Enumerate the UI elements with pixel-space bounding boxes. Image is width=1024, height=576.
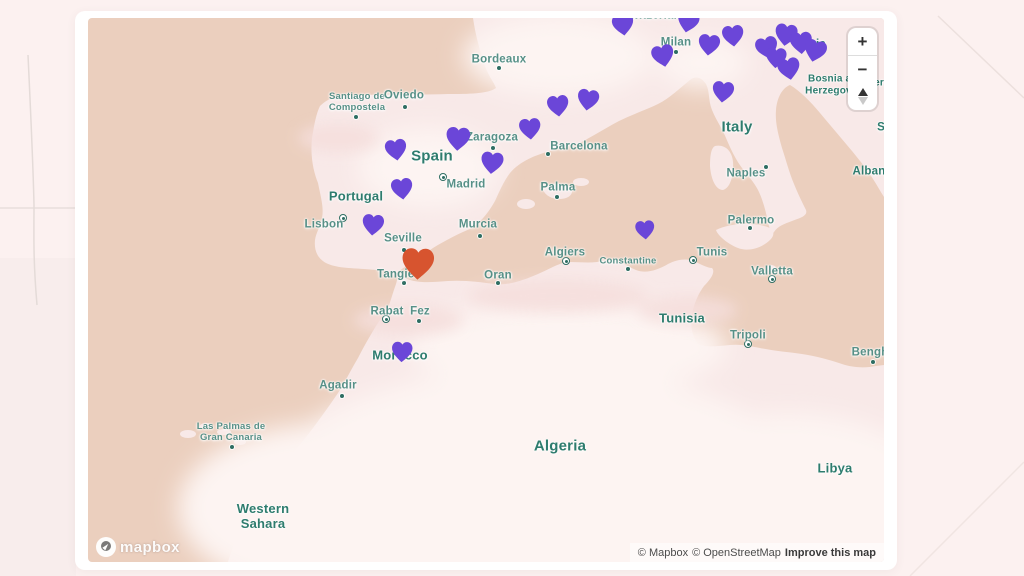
city-dot-marker bbox=[354, 115, 358, 119]
map[interactable]: SwitzerlandSpainPortugalItalyBosnia and … bbox=[88, 18, 884, 562]
mapbox-wordmark: mapbox bbox=[120, 538, 180, 556]
improve-map-link[interactable]: Improve this map bbox=[784, 546, 876, 559]
city-dot-marker bbox=[496, 281, 500, 285]
compass-north-icon bbox=[857, 88, 868, 96]
capital-city-marker bbox=[689, 256, 697, 264]
compass-south-icon bbox=[857, 97, 868, 105]
city-dot-marker bbox=[340, 394, 344, 398]
map-card: SwitzerlandSpainPortugalItalyBosnia and … bbox=[75, 11, 897, 570]
city-dot-marker bbox=[403, 105, 407, 109]
capital-city-marker bbox=[562, 257, 570, 265]
heart-marker[interactable] bbox=[798, 34, 832, 69]
city-dot-marker bbox=[764, 165, 768, 169]
city-dot-marker bbox=[674, 50, 678, 54]
heart-marker[interactable] bbox=[718, 21, 748, 52]
mapbox-logo[interactable]: mapbox bbox=[96, 537, 180, 557]
city-dot-marker bbox=[478, 234, 482, 238]
heart-marker[interactable] bbox=[646, 39, 679, 73]
heart-marker-selected[interactable] bbox=[397, 243, 438, 285]
attribution-osm[interactable]: © OpenStreetMap bbox=[692, 546, 781, 559]
heart-marker[interactable] bbox=[608, 18, 639, 41]
heart-marker[interactable] bbox=[381, 134, 412, 165]
zoom-out-button[interactable]: − bbox=[848, 55, 877, 83]
capital-city-marker bbox=[339, 214, 347, 222]
city-dot-marker bbox=[491, 146, 495, 150]
heart-marker[interactable] bbox=[573, 84, 604, 115]
city-dot-marker bbox=[402, 248, 406, 252]
city-dot-marker bbox=[497, 66, 501, 70]
capital-city-marker bbox=[744, 340, 752, 348]
heart-marker[interactable] bbox=[672, 18, 704, 39]
city-dot-marker bbox=[555, 195, 559, 199]
heart-marker[interactable] bbox=[358, 210, 387, 240]
city-dot-marker bbox=[748, 226, 752, 230]
heart-marker[interactable] bbox=[387, 173, 417, 204]
heart-marker[interactable] bbox=[515, 114, 544, 144]
zoom-in-button[interactable]: + bbox=[857, 31, 868, 51]
heart-marker[interactable] bbox=[773, 52, 806, 85]
heart-marker[interactable] bbox=[694, 30, 724, 61]
map-navigation-control: + − bbox=[848, 28, 877, 110]
heart-marker[interactable] bbox=[708, 77, 738, 108]
capital-city-marker bbox=[439, 173, 447, 181]
mapbox-pin-icon bbox=[96, 537, 116, 557]
map-attribution: © Mapbox © OpenStreetMap Improve this ma… bbox=[629, 543, 884, 562]
heart-marker[interactable] bbox=[388, 338, 415, 366]
heart-marker[interactable] bbox=[543, 91, 573, 122]
heart-marker[interactable] bbox=[762, 44, 790, 73]
heart-marker[interactable] bbox=[632, 217, 658, 243]
attribution-mapbox[interactable]: © Mapbox bbox=[637, 546, 689, 559]
heart-marker[interactable] bbox=[442, 122, 474, 155]
capital-city-marker bbox=[382, 315, 390, 323]
city-dot-marker bbox=[230, 445, 234, 449]
city-dot-marker bbox=[626, 267, 630, 271]
city-dot-marker bbox=[402, 281, 406, 285]
map-land-layer bbox=[178, 18, 884, 562]
capital-city-marker bbox=[768, 275, 776, 283]
compass-button[interactable] bbox=[848, 83, 877, 110]
city-dot-marker bbox=[546, 152, 550, 156]
city-dot-marker bbox=[871, 360, 875, 364]
city-dot-marker bbox=[417, 319, 421, 323]
heart-marker[interactable] bbox=[477, 147, 508, 179]
